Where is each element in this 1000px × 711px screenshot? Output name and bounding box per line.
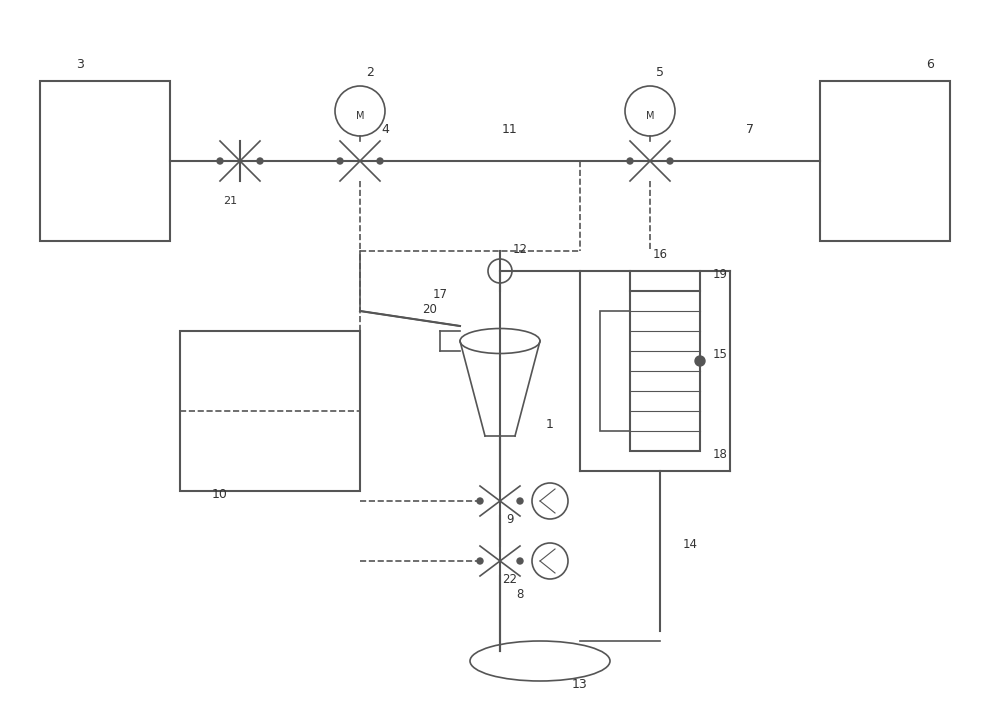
Text: 19: 19 <box>712 268 728 281</box>
Text: 15: 15 <box>713 348 727 361</box>
Bar <box>820 81 950 241</box>
Bar <box>180 331 360 491</box>
Circle shape <box>337 158 343 164</box>
Text: 16: 16 <box>652 248 668 261</box>
Circle shape <box>517 558 523 564</box>
Text: 14: 14 <box>682 538 698 551</box>
Circle shape <box>477 558 483 564</box>
Circle shape <box>532 483 568 519</box>
Text: 3: 3 <box>76 58 84 71</box>
Text: M: M <box>646 111 654 121</box>
Text: M: M <box>356 111 364 121</box>
Text: 17: 17 <box>432 288 448 301</box>
Text: 12: 12 <box>512 243 528 256</box>
Circle shape <box>667 158 673 164</box>
Ellipse shape <box>460 328 540 353</box>
Circle shape <box>477 498 483 504</box>
Text: 21: 21 <box>223 196 237 206</box>
Bar <box>40 81 170 241</box>
Circle shape <box>217 158 223 164</box>
Bar <box>630 291 700 451</box>
Ellipse shape <box>470 641 610 681</box>
Circle shape <box>488 259 512 283</box>
Text: 4: 4 <box>381 123 389 136</box>
Circle shape <box>625 86 675 136</box>
Circle shape <box>517 498 523 504</box>
Text: 6: 6 <box>926 58 934 71</box>
Text: 2: 2 <box>366 66 374 79</box>
Text: 7: 7 <box>746 123 754 136</box>
Text: 1: 1 <box>546 418 554 431</box>
Bar <box>600 311 700 431</box>
Text: 5: 5 <box>656 66 664 79</box>
Text: 10: 10 <box>212 488 228 501</box>
Text: 22: 22 <box>503 573 518 586</box>
Circle shape <box>532 543 568 579</box>
Text: 8: 8 <box>516 588 524 601</box>
Text: 18: 18 <box>713 448 727 461</box>
Circle shape <box>627 158 633 164</box>
Circle shape <box>257 158 263 164</box>
Circle shape <box>695 356 705 366</box>
Text: 11: 11 <box>502 123 518 136</box>
Text: 20: 20 <box>423 303 437 316</box>
Text: 9: 9 <box>506 513 514 526</box>
Circle shape <box>335 86 385 136</box>
Text: 13: 13 <box>572 678 588 691</box>
Circle shape <box>377 158 383 164</box>
